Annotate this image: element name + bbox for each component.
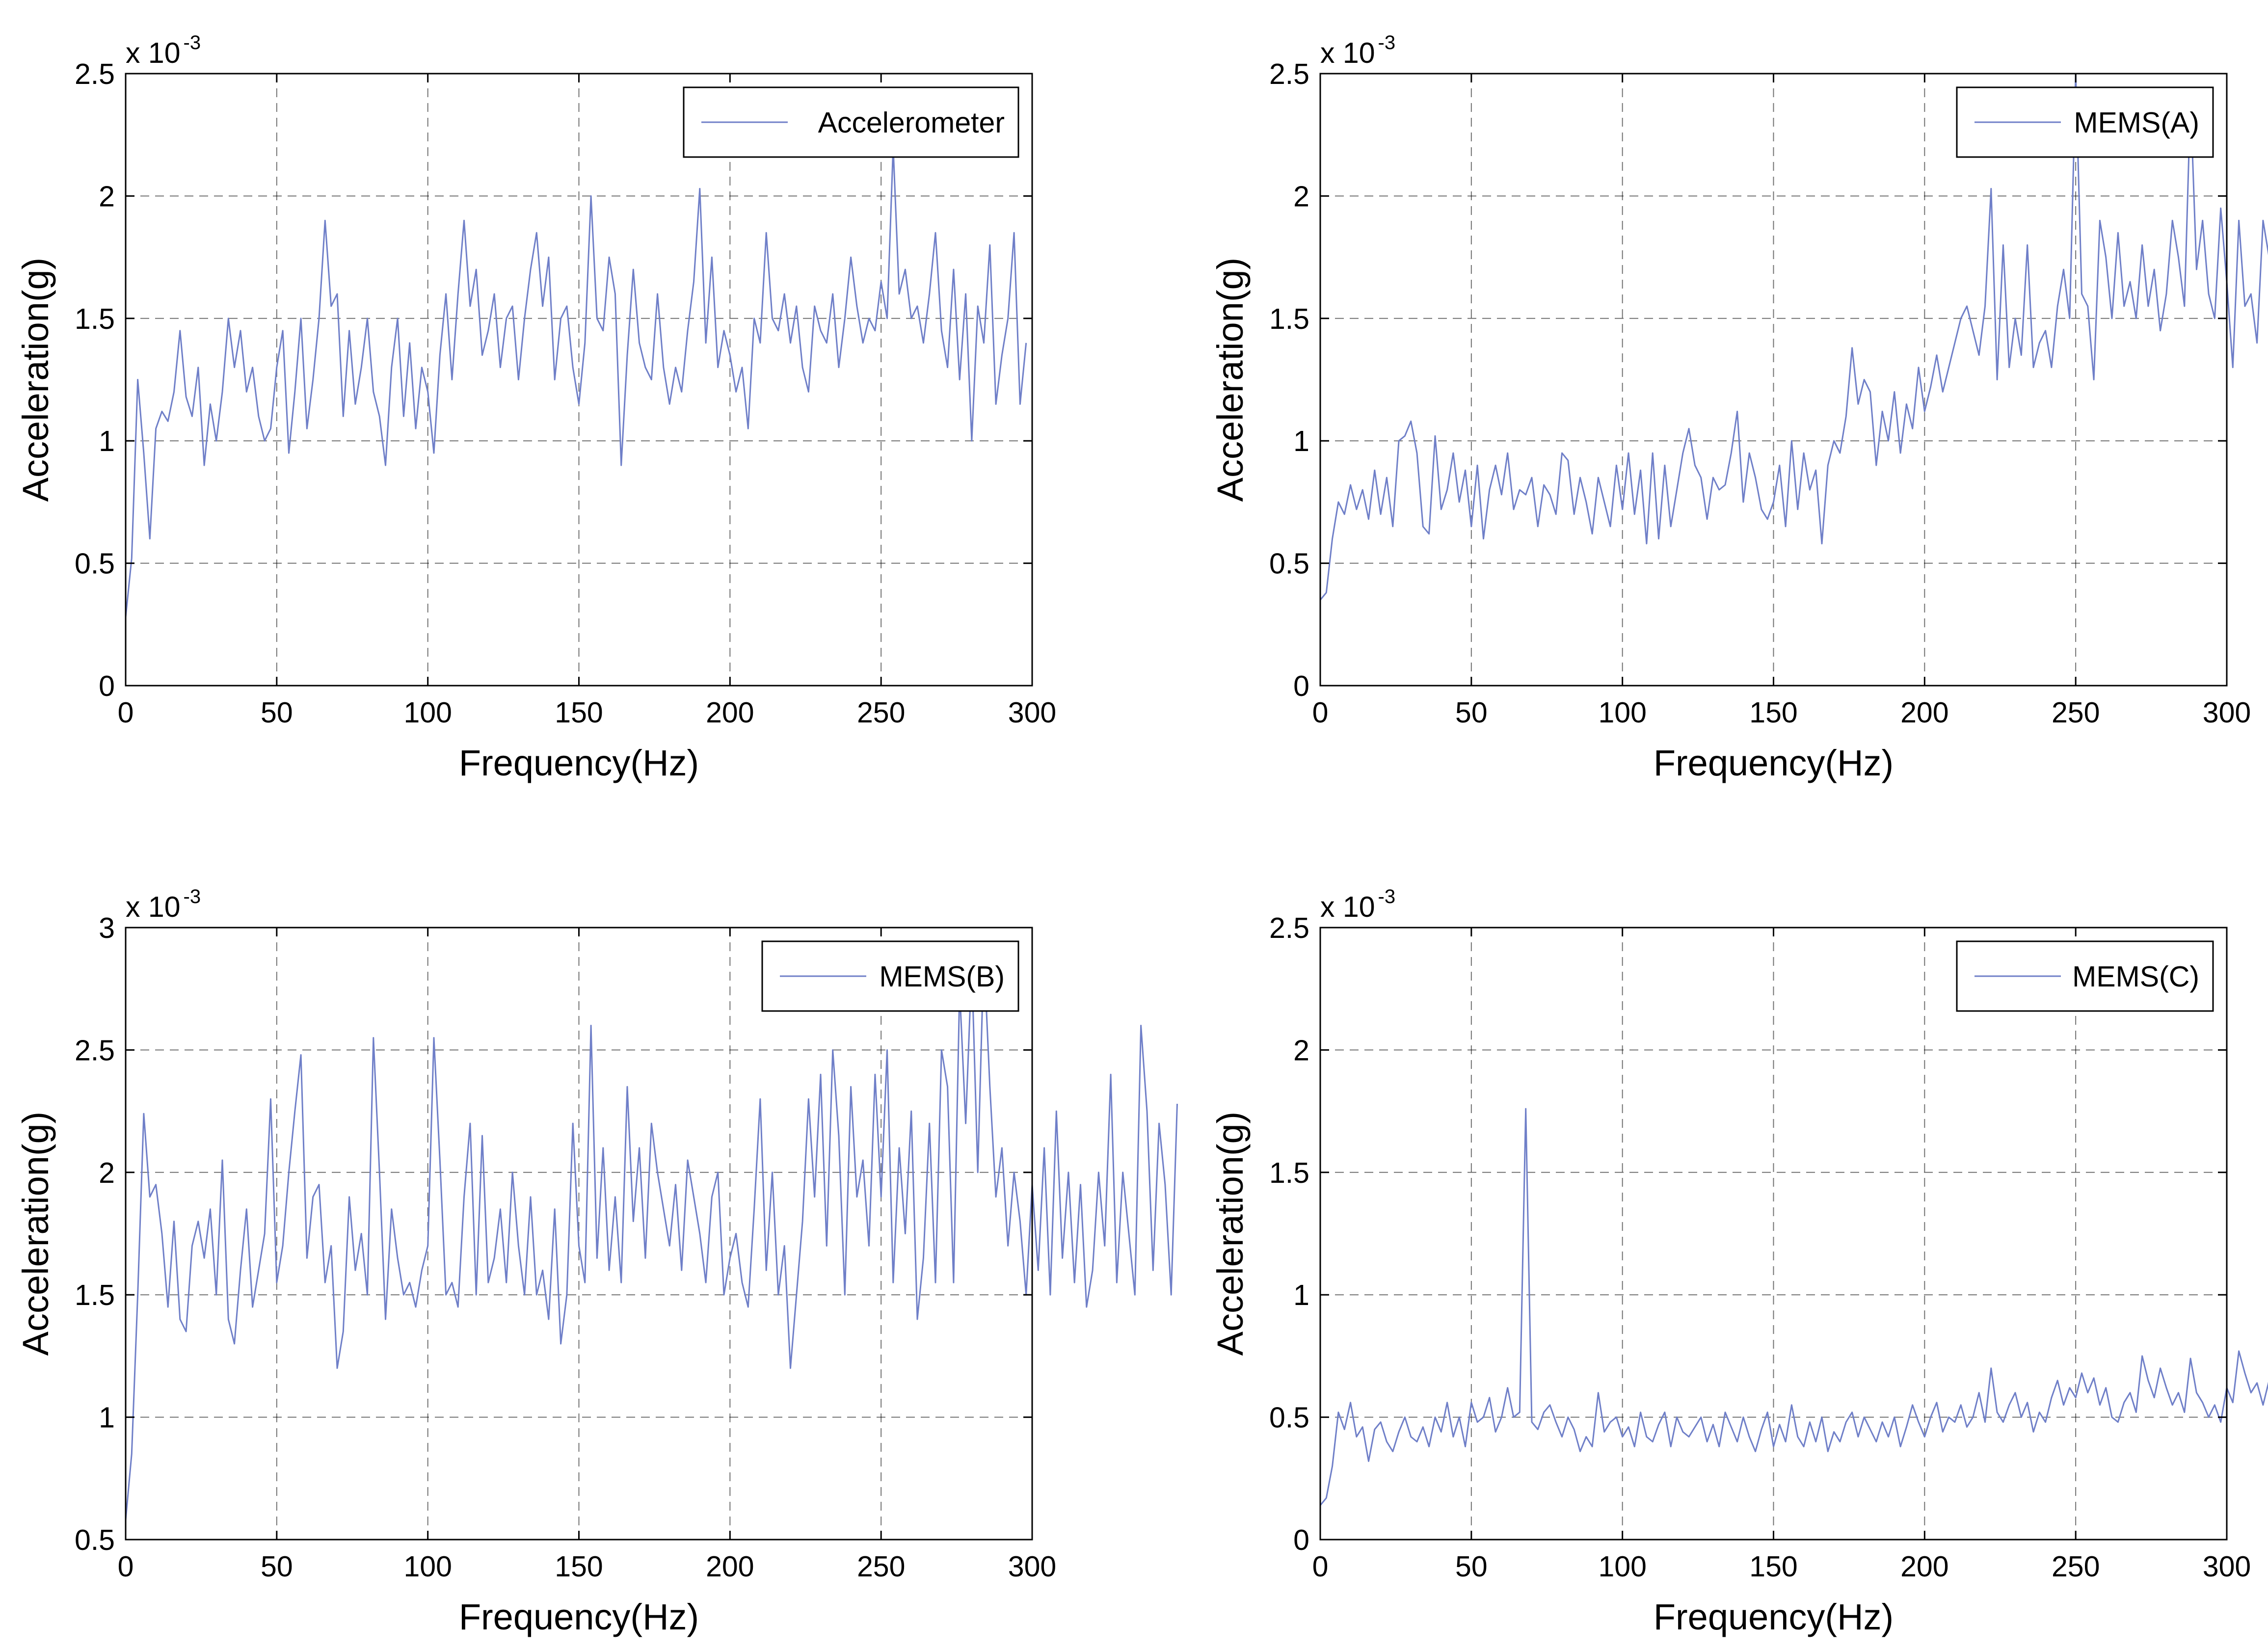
multiplier-base: x 10 xyxy=(1320,37,1375,69)
x-tick-label: 300 xyxy=(2203,1550,2251,1583)
series-line-0 xyxy=(125,146,1027,617)
x-tick-label: 0 xyxy=(1312,1550,1329,1583)
x-tick-label: 150 xyxy=(1749,1550,1797,1583)
multiplier-exponent: -3 xyxy=(184,886,201,907)
y-tick-label: 2 xyxy=(99,1157,115,1189)
x-tick-label: 150 xyxy=(555,1550,603,1583)
y-tick-label: 0.5 xyxy=(75,1524,115,1556)
x-axis-label: Frequency(Hz) xyxy=(459,1597,699,1637)
chart-panel-bottom-right: 0 50 100 150 200 250 300 0 0.5 1 1.5 2 2.5 x 10 -3 Freq… xyxy=(1210,886,2268,1637)
axis-multiplier: x 10 -3 xyxy=(126,886,201,923)
y-axis-label: Acceleration(g) xyxy=(15,1112,56,1356)
x-tick-label: 100 xyxy=(403,1550,452,1583)
x-tick-label: 50 xyxy=(261,1550,293,1583)
axis-multiplier: x 10 -3 xyxy=(1320,886,1395,923)
x-tick-label: 300 xyxy=(2203,696,2251,729)
multiplier-base: x 10 xyxy=(1320,891,1375,923)
legend-label: Accelerometer xyxy=(818,107,1005,139)
legend: MEMS(A) xyxy=(1956,86,2214,158)
y-tick-label: 0 xyxy=(1293,670,1309,702)
y-tick-label: 2 xyxy=(1293,1034,1309,1066)
legend-label: MEMS(B) xyxy=(879,960,1005,993)
x-tick-label: 0 xyxy=(118,1550,134,1583)
y-tick-label: 0.5 xyxy=(1269,1402,1309,1434)
y-tick-label: 1 xyxy=(1293,425,1309,457)
grid xyxy=(1320,928,2227,1540)
x-tick-label: 250 xyxy=(2052,696,2100,729)
y-tick-label: 2.5 xyxy=(1269,58,1309,90)
y-tick-label: 2.5 xyxy=(1269,912,1309,944)
x-tick-label: 100 xyxy=(1598,696,1646,729)
y-tick-label: 0 xyxy=(99,670,115,702)
y-tick-label: 0.5 xyxy=(1269,548,1309,580)
legend: MEMS(B) xyxy=(761,940,1019,1012)
axis-multiplier: x 10 -3 xyxy=(1320,32,1395,69)
legend: MEMS(C) xyxy=(1956,940,2214,1012)
x-axis-label: Frequency(Hz) xyxy=(1654,743,1894,783)
x-tick-label: 300 xyxy=(1008,696,1056,729)
y-tick-label: 2.5 xyxy=(75,1034,115,1066)
multiplier-exponent: -3 xyxy=(1378,32,1396,53)
y-tick-label: 2 xyxy=(1293,180,1309,213)
x-tick-label: 100 xyxy=(403,696,452,729)
y-tick-label: 0 xyxy=(1293,1524,1309,1556)
x-axis-label: Frequency(Hz) xyxy=(1654,1597,1894,1637)
y-axis-label: Acceleration(g) xyxy=(1210,1112,1251,1356)
y-tick-label: 1.5 xyxy=(1269,1157,1309,1189)
series-line-0 xyxy=(125,951,1178,1520)
y-tick-label: 1 xyxy=(99,1402,115,1434)
multiplier-base: x 10 xyxy=(126,891,181,923)
plot-area xyxy=(1320,928,2227,1540)
multiplier-exponent: -3 xyxy=(184,32,201,53)
grid xyxy=(1320,74,2227,686)
chart-panel-top-right: 0 50 100 150 200 250 300 0 0.5 1 1.5 2 2.5 x 10 -3 Freq… xyxy=(1210,32,2268,783)
legend-label: MEMS(C) xyxy=(2072,960,2199,993)
x-tick-label: 150 xyxy=(555,696,603,729)
x-tick-label: 0 xyxy=(1312,696,1329,729)
y-tick-label: 0.5 xyxy=(75,548,115,580)
y-tick-label: 1 xyxy=(99,425,115,457)
x-tick-label: 0 xyxy=(118,696,134,729)
legend: Accelerometer xyxy=(683,86,1019,158)
x-tick-label: 50 xyxy=(261,696,293,729)
y-tick-label: 2 xyxy=(99,180,115,213)
y-tick-label: 2.5 xyxy=(75,58,115,90)
x-tick-label: 150 xyxy=(1749,696,1797,729)
grid xyxy=(126,928,1032,1540)
y-axis-label: Acceleration(g) xyxy=(1210,258,1251,502)
chart-panel-top-left: 0 50 100 150 200 250 300 0 0.5 1 1.5 2 2.5 x 10 -3 Freq… xyxy=(15,32,1056,783)
legend-label: MEMS(A) xyxy=(2074,107,2199,139)
y-tick-label: 3 xyxy=(99,912,115,944)
plot-area xyxy=(1320,74,2227,686)
x-tick-label: 300 xyxy=(1008,1550,1056,1583)
chart-panel-bottom-left: 0 50 100 150 200 250 300 0.5 1 1.5 2 2.5 3 x 10 -3 Freq… xyxy=(15,886,1178,1637)
series-line-0 xyxy=(1319,1108,2268,1506)
grid xyxy=(126,74,1032,686)
y-tick-label: 1.5 xyxy=(75,303,115,335)
multiplier-base: x 10 xyxy=(126,37,181,69)
x-tick-label: 200 xyxy=(1900,696,1948,729)
y-tick-label: 1.5 xyxy=(1269,303,1309,335)
multiplier-exponent: -3 xyxy=(1378,886,1396,907)
x-tick-label: 50 xyxy=(1455,696,1488,729)
y-tick-label: 1.5 xyxy=(75,1279,115,1311)
x-tick-label: 200 xyxy=(1900,1550,1948,1583)
x-tick-label: 250 xyxy=(857,1550,905,1583)
x-tick-label: 250 xyxy=(2052,1550,2100,1583)
y-tick-label: 1 xyxy=(1293,1279,1309,1311)
x-axis-label: Frequency(Hz) xyxy=(459,743,699,783)
axis-multiplier: x 10 -3 xyxy=(126,32,201,69)
plot-area xyxy=(126,74,1032,686)
x-tick-label: 100 xyxy=(1598,1550,1646,1583)
x-tick-label: 250 xyxy=(857,696,905,729)
y-axis-label: Acceleration(g) xyxy=(15,258,56,502)
x-tick-label: 50 xyxy=(1455,1550,1488,1583)
x-tick-label: 200 xyxy=(706,1550,754,1583)
x-tick-label: 200 xyxy=(706,696,754,729)
